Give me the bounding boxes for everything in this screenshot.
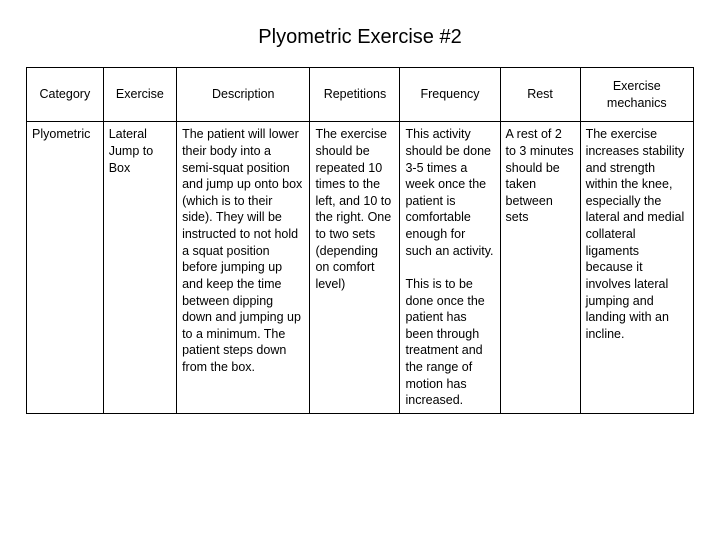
cell-category: Plyometric <box>27 122 104 414</box>
page-title: Plyometric Exercise #2 <box>26 26 694 49</box>
cell-exercise: Lateral Jump to Box <box>103 122 176 414</box>
col-description: Description <box>177 68 310 122</box>
cell-rest: A rest of 2 to 3 minutes should be taken… <box>500 122 580 414</box>
table-header-row: Category Exercise Description Repetition… <box>27 68 694 122</box>
col-category: Category <box>27 68 104 122</box>
cell-frequency: This activity should be done 3-5 times a… <box>400 122 500 414</box>
table-row: Plyometric Lateral Jump to Box The patie… <box>27 122 694 414</box>
page-container: Plyometric Exercise #2 Category Exercise… <box>0 0 720 540</box>
col-repetitions: Repetitions <box>310 68 400 122</box>
col-rest: Rest <box>500 68 580 122</box>
col-mechanics: Exercise mechanics <box>580 68 693 122</box>
exercise-table: Category Exercise Description Repetition… <box>26 67 694 414</box>
col-frequency: Frequency <box>400 68 500 122</box>
col-exercise: Exercise <box>103 68 176 122</box>
cell-description: The patient will lower their body into a… <box>177 122 310 414</box>
cell-repetitions: The exercise should be repeated 10 times… <box>310 122 400 414</box>
cell-mechanics: The exercise increases stability and str… <box>580 122 693 414</box>
